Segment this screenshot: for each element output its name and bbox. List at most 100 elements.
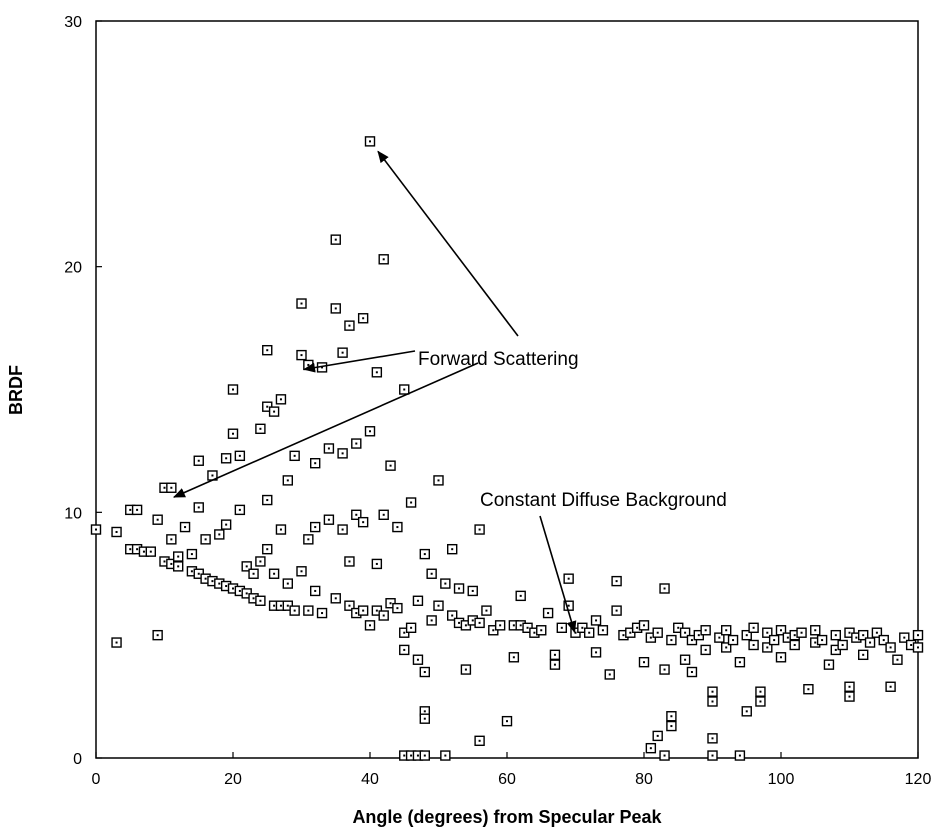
data-point-center [745, 634, 748, 637]
data-point-center [458, 621, 461, 624]
data-point-center [369, 624, 371, 627]
data-point-center [499, 624, 502, 627]
data-point-center [204, 538, 207, 541]
data-point-center [471, 589, 474, 592]
data-point-center [197, 459, 200, 462]
data-point-center [595, 619, 598, 622]
data-point-center [917, 646, 919, 649]
data-point-center [286, 582, 289, 585]
data-point-center [204, 577, 207, 580]
data-point-center [567, 577, 570, 580]
data-point-center [492, 629, 495, 632]
data-point-center [163, 560, 166, 563]
data-point-center [129, 548, 132, 551]
data-point-center [506, 720, 508, 723]
data-point-center [841, 643, 844, 646]
data-point-center [567, 604, 570, 607]
x-tick-label: 80 [635, 771, 653, 788]
data-point-center [862, 634, 865, 637]
data-point-center [300, 570, 303, 573]
data-point-center [711, 737, 714, 740]
data-point-center [238, 589, 241, 592]
x-tick-label: 20 [224, 771, 242, 788]
data-point-center [389, 464, 392, 467]
data-point-center [690, 639, 693, 642]
data-point-center [184, 526, 187, 529]
data-point-center [869, 641, 872, 644]
data-point-center [197, 506, 200, 509]
data-point-center [437, 479, 440, 482]
data-point-center [553, 653, 556, 656]
data-point-center [403, 388, 406, 391]
data-point-center [334, 597, 337, 600]
data-point-center [595, 651, 598, 654]
data-point-center [321, 612, 324, 615]
data-point-center [643, 661, 645, 664]
annotation-forward-scattering: Forward Scattering [418, 349, 579, 370]
data-point-center [300, 354, 303, 357]
data-point-center [416, 658, 419, 661]
data-point-center [615, 580, 618, 583]
data-point-center [773, 639, 776, 642]
data-point-center [827, 663, 830, 666]
data-point-center [266, 405, 269, 408]
annotation-arrow [303, 350, 416, 373]
data-point-center [663, 668, 666, 671]
data-point-center [156, 518, 159, 521]
data-point-center [286, 479, 289, 482]
data-point-center [608, 673, 611, 676]
data-point-center [581, 626, 584, 629]
data-point-center [389, 602, 392, 605]
data-point-center [362, 521, 365, 524]
data-point-center [375, 609, 378, 612]
data-point-center [410, 754, 413, 757]
data-point-center [266, 349, 269, 352]
data-point-center [355, 442, 358, 445]
x-axis-title: Angle (degrees) from Specular Peak [352, 807, 662, 827]
data-point-center [766, 646, 769, 649]
data-point-center [279, 604, 282, 607]
data-point-center [218, 533, 221, 536]
data-point-center [190, 553, 193, 556]
data-point-center [437, 604, 440, 607]
data-point-center [512, 624, 515, 627]
data-point-center [451, 614, 454, 617]
data-point-center [451, 548, 454, 551]
data-point-center [684, 658, 687, 661]
data-point-center [362, 317, 365, 320]
data-point-center [348, 324, 351, 327]
data-point-center [917, 634, 919, 637]
data-point-center [238, 508, 241, 511]
data-point-center [136, 508, 139, 511]
data-point-center [232, 388, 234, 391]
data-point-center [848, 631, 851, 634]
data-point-center [848, 695, 851, 698]
data-point-center [348, 604, 351, 607]
data-point-center [663, 587, 666, 590]
data-point-center [807, 688, 810, 691]
data-point-center [752, 626, 755, 629]
data-point-center [745, 710, 748, 713]
data-point-center [738, 661, 741, 664]
data-point-center [273, 410, 276, 413]
data-point-center [732, 639, 735, 642]
data-point-center [478, 528, 481, 531]
data-point-center [355, 513, 358, 516]
data-point-center [403, 648, 406, 651]
data-point-center [396, 607, 399, 610]
data-point-center [259, 599, 262, 602]
data-point-center [478, 739, 481, 742]
data-point-center [540, 629, 543, 632]
data-point-center [410, 626, 413, 629]
data-point-center [307, 609, 310, 612]
data-point-center [369, 140, 371, 143]
data-point-center [458, 587, 461, 590]
data-point-center [786, 636, 789, 639]
data-point-center [170, 562, 173, 565]
annotation-arrow [173, 362, 479, 498]
data-point-center [601, 629, 604, 632]
data-point-center [704, 629, 707, 632]
data-point-center [759, 690, 762, 693]
data-point-center [170, 538, 173, 541]
